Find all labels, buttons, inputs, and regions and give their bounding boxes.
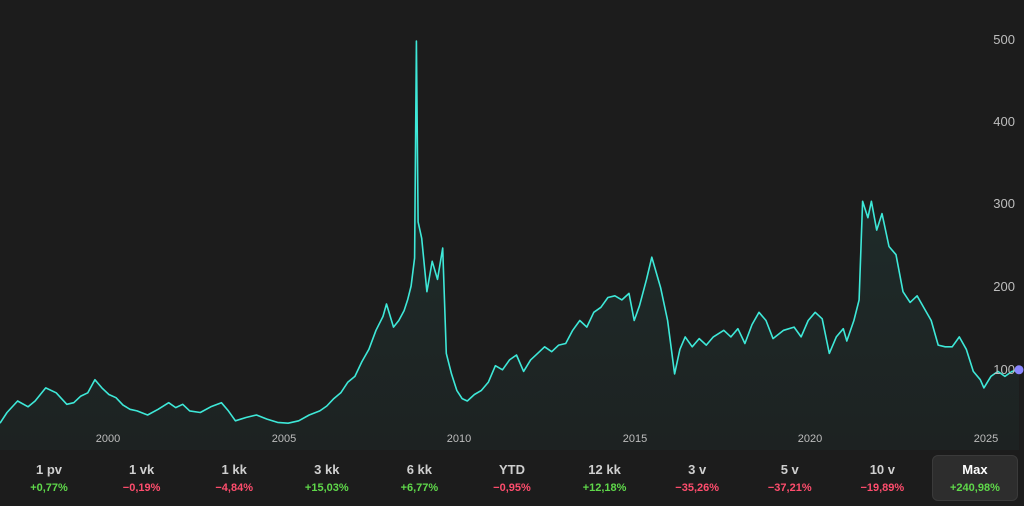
x-tick-label: 2015 — [623, 433, 647, 445]
y-tick-label: 200 — [993, 279, 1015, 294]
range-6-month-button[interactable]: 6 kk +6,77% — [376, 455, 462, 501]
y-tick-label: 300 — [993, 196, 1015, 211]
series-line — [0, 40, 1020, 424]
range-1-month-button[interactable]: 1 kk −4,84% — [191, 455, 277, 501]
x-tick-label: 2000 — [96, 433, 120, 445]
range-5-year-button[interactable]: 5 v −37,21% — [747, 455, 833, 501]
range-change: −4,84% — [215, 481, 253, 494]
time-range-selector: 1 pv +0,77% 1 vk −0,19% 1 kk −4,84% 3 kk… — [0, 455, 1024, 503]
range-change: −37,21% — [767, 481, 812, 494]
range-max-button[interactable]: Max +240,98% — [931, 455, 1018, 501]
x-tick-label: 2025 — [974, 433, 998, 445]
range-label: 6 kk — [406, 461, 433, 477]
range-label: 1 pv — [35, 461, 62, 477]
current-value-marker — [1014, 365, 1024, 375]
range-change: +12,18% — [582, 481, 627, 494]
range-label: 10 v — [869, 461, 895, 477]
x-tick-label: 2020 — [798, 433, 822, 445]
range-12-month-button[interactable]: 12 kk +12,18% — [562, 455, 648, 501]
range-change: +6,77% — [400, 481, 439, 494]
range-label: 3 kk — [314, 461, 340, 477]
range-3-year-button[interactable]: 3 v −35,26% — [654, 455, 740, 501]
range-1-day-button[interactable]: 1 pv +0,77% — [6, 455, 92, 501]
range-label: Max — [962, 461, 988, 477]
x-tick-label: 2005 — [272, 433, 296, 445]
range-change: −19,89% — [860, 481, 905, 494]
range-3-month-button[interactable]: 3 kk +15,03% — [284, 455, 370, 501]
range-label: 3 v — [688, 461, 707, 477]
series-area — [0, 41, 1019, 450]
range-change: +15,03% — [304, 481, 349, 494]
range-10-year-button[interactable]: 10 v −19,89% — [839, 455, 925, 501]
range-change: −0,19% — [122, 481, 161, 494]
chart-canvas[interactable]: 100 200 300 400 500 2000 2005 2010 2015 … — [0, 0, 1024, 450]
range-ytd-button[interactable]: YTD −0,95% — [469, 455, 555, 501]
range-1-week-button[interactable]: 1 vk −0,19% — [99, 455, 185, 501]
range-label: YTD — [498, 461, 525, 477]
x-tick-label: 2010 — [447, 433, 471, 445]
price-chart[interactable]: 100 200 300 400 500 2000 2005 2010 2015 … — [0, 0, 1024, 450]
range-label: 5 v — [780, 461, 799, 477]
range-label: 1 vk — [128, 461, 155, 477]
y-tick-label: 400 — [993, 114, 1015, 129]
range-label: 12 kk — [588, 461, 621, 477]
y-tick-label: 500 — [993, 32, 1015, 47]
range-change: −35,26% — [675, 481, 720, 494]
range-label: 1 kk — [221, 461, 247, 477]
range-change: +0,77% — [30, 481, 68, 494]
y-tick-label: 100 — [993, 362, 1015, 377]
range-change: −0,95% — [493, 481, 531, 494]
range-change: +240,98% — [950, 481, 1000, 494]
